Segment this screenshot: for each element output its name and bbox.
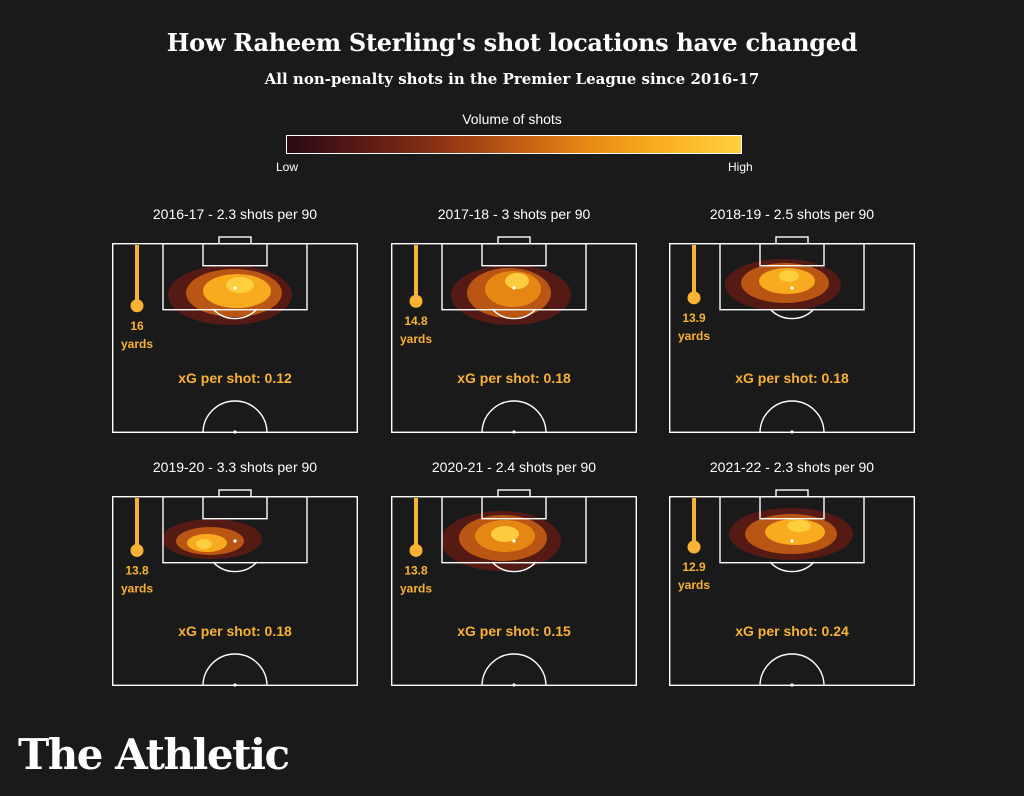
penalty-spot [790, 286, 794, 290]
centre-circle [759, 400, 825, 434]
panel-title-2017-18: 2017-18 - 3 shots per 90 [437, 206, 591, 222]
avg-distance-unit: yards [400, 581, 432, 595]
xg-per-shot-label: xG per shot: 0.24 [735, 623, 849, 639]
penalty-spot [512, 286, 516, 290]
xg-per-shot-label: xG per shot: 0.18 [735, 370, 849, 386]
xg-per-shot-label: xG per shot: 0.12 [178, 370, 292, 386]
goal [497, 236, 531, 245]
panel-title-2020-21: 2020-21 - 2.4 shots per 90 [431, 459, 597, 475]
six-yard-box [202, 242, 268, 267]
avg-distance-value: 13.9 [682, 311, 706, 325]
centre-circle [481, 653, 547, 687]
shot-density-2019-20 [162, 519, 262, 559]
avg-distance-unit: yards [678, 329, 710, 343]
pitch-panel-2016-17: 16 yards xG per shot: 0.12 [111, 236, 359, 434]
panel-title-2019-20: 2019-20 - 3.3 shots per 90 [152, 459, 318, 475]
pitch-panel-2020-21: 13.8 yards xG per shot: 0.15 [390, 489, 638, 687]
centre-spot [790, 683, 794, 687]
goal [775, 236, 809, 245]
goal [218, 489, 252, 498]
panel-title-2018-19: 2018-19 - 2.5 shots per 90 [709, 206, 875, 222]
legend-low-label: Low [276, 160, 299, 174]
xg-per-shot-label: xG per shot: 0.18 [457, 370, 571, 386]
avg-distance-unit: yards [678, 578, 710, 592]
centre-spot [512, 683, 516, 687]
goal [497, 489, 531, 498]
penalty-arc [212, 308, 258, 320]
density-contour [196, 539, 212, 549]
centre-spot [790, 430, 794, 434]
panel-title-2016-17: 2016-17 - 2.3 shots per 90 [152, 206, 318, 222]
density-contour [779, 270, 799, 282]
shot-density-2017-18 [451, 265, 571, 325]
centre-spot [233, 430, 237, 434]
pitch-panel-2017-18: 14.8 yards xG per shot: 0.18 [390, 236, 638, 434]
avg-distance-marker [687, 540, 701, 554]
avg-distance-unit: yards [121, 337, 153, 351]
pitch-lines [111, 236, 359, 434]
avg-distance-value: 16 [130, 319, 144, 333]
panel-title-2021-22: 2021-22 - 2.3 shots per 90 [709, 459, 875, 475]
penalty-spot [512, 539, 516, 543]
centre-circle [481, 400, 547, 434]
density-contour [505, 273, 529, 289]
centre-circle [202, 653, 268, 687]
avg-distance-marker [130, 543, 144, 557]
penalty-arc [491, 308, 537, 320]
pitch-lines [668, 236, 916, 434]
shot-density-2020-21 [441, 511, 561, 571]
density-contour [226, 277, 254, 293]
legend-title: Volume of shots [462, 111, 562, 127]
density-contour [491, 526, 519, 542]
avg-distance-marker [130, 299, 144, 313]
shot-density-2021-22 [729, 508, 853, 560]
density-contour [787, 520, 811, 532]
chart-title: How Raheem Sterling's shot locations hav… [166, 28, 858, 57]
xg-per-shot-label: xG per shot: 0.15 [457, 623, 571, 639]
chart-subtitle: All non-penalty shots in the Premier Lea… [264, 70, 760, 88]
penalty-spot [790, 539, 794, 543]
avg-distance-value: 14.8 [404, 314, 428, 328]
six-yard-box [202, 495, 268, 520]
avg-distance-value: 13.8 [125, 563, 149, 577]
pitch-panel-2021-22: 12.9 yards xG per shot: 0.24 [668, 489, 916, 687]
centre-circle [759, 653, 825, 687]
penalty-spot [233, 539, 237, 543]
centre-spot [512, 430, 516, 434]
avg-distance-unit: yards [400, 332, 432, 346]
avg-distance-marker [409, 294, 423, 308]
legend-color-bar [286, 135, 742, 154]
avg-distance-unit: yards [121, 581, 153, 595]
six-yard-box [481, 242, 547, 267]
pitch-panel-2019-20: 13.8 yards xG per shot: 0.18 [111, 489, 359, 687]
goal [218, 236, 252, 245]
goal [775, 489, 809, 498]
shot-density-2016-17 [168, 265, 292, 325]
legend-high-label: High [728, 160, 753, 174]
penalty-spot [233, 286, 237, 290]
penalty-arc [212, 561, 258, 573]
the-athletic-logo: The Athletic [18, 730, 290, 779]
penalty-arc [769, 561, 815, 573]
avg-distance-value: 13.8 [404, 563, 428, 577]
avg-distance-marker [409, 543, 423, 557]
centre-circle [202, 400, 268, 434]
penalty-arc [491, 561, 537, 573]
pitch-panel-2018-19: 13.9 yards xG per shot: 0.18 [668, 236, 916, 434]
avg-distance-value: 12.9 [682, 560, 706, 574]
centre-spot [233, 683, 237, 687]
shot-density-2018-19 [725, 259, 841, 311]
penalty-arc [769, 308, 815, 320]
xg-per-shot-label: xG per shot: 0.18 [178, 623, 292, 639]
avg-distance-marker [687, 291, 701, 305]
pitch-lines [390, 489, 638, 687]
